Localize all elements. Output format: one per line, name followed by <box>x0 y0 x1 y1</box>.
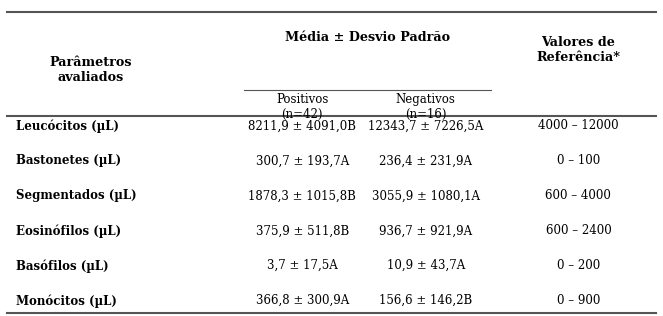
Text: Eosinófilos (µL): Eosinófilos (µL) <box>17 224 121 238</box>
Text: 1878,3 ± 1015,8B: 1878,3 ± 1015,8B <box>249 189 356 202</box>
Text: 12343,7 ± 7226,5A: 12343,7 ± 7226,5A <box>368 119 483 132</box>
Text: 600 – 2400: 600 – 2400 <box>546 224 611 237</box>
Text: Parâmetros
avaliados: Parâmetros avaliados <box>50 56 133 84</box>
Text: Negativos
(n=16): Negativos (n=16) <box>396 93 455 121</box>
Text: 0 – 200: 0 – 200 <box>557 259 600 272</box>
Text: 236,4 ± 231,9A: 236,4 ± 231,9A <box>379 154 472 167</box>
Text: 8211,9 ± 4091,0B: 8211,9 ± 4091,0B <box>248 119 356 132</box>
Text: 0 – 900: 0 – 900 <box>557 294 600 307</box>
Text: 600 – 4000: 600 – 4000 <box>546 189 611 202</box>
Text: Basófilos (µL): Basófilos (µL) <box>17 259 109 273</box>
Text: Leucócitos (µL): Leucócitos (µL) <box>17 119 119 133</box>
Text: 936,7 ± 921,9A: 936,7 ± 921,9A <box>379 224 472 237</box>
Text: 156,6 ± 146,2B: 156,6 ± 146,2B <box>379 294 472 307</box>
Text: 4000 – 12000: 4000 – 12000 <box>538 119 619 132</box>
Text: 366,8 ± 300,9A: 366,8 ± 300,9A <box>256 294 349 307</box>
Text: 300,7 ± 193,7A: 300,7 ± 193,7A <box>256 154 349 167</box>
Text: 10,9 ± 43,7A: 10,9 ± 43,7A <box>387 259 465 272</box>
Text: 0 – 100: 0 – 100 <box>557 154 600 167</box>
Text: Monócitos (µL): Monócitos (µL) <box>17 294 117 308</box>
Text: Valores de
Referência*: Valores de Referência* <box>536 36 621 64</box>
Text: 3,7 ± 17,5A: 3,7 ± 17,5A <box>267 259 337 272</box>
Text: 375,9 ± 511,8B: 375,9 ± 511,8B <box>256 224 349 237</box>
Text: Bastonetes (µL): Bastonetes (µL) <box>17 154 121 167</box>
Text: 3055,9 ± 1080,1A: 3055,9 ± 1080,1A <box>372 189 480 202</box>
Text: Média ± Desvio Padrão: Média ± Desvio Padrão <box>284 31 450 44</box>
Text: Segmentados (µL): Segmentados (µL) <box>17 189 137 202</box>
Text: Positivos
(n=42): Positivos (n=42) <box>276 93 328 121</box>
